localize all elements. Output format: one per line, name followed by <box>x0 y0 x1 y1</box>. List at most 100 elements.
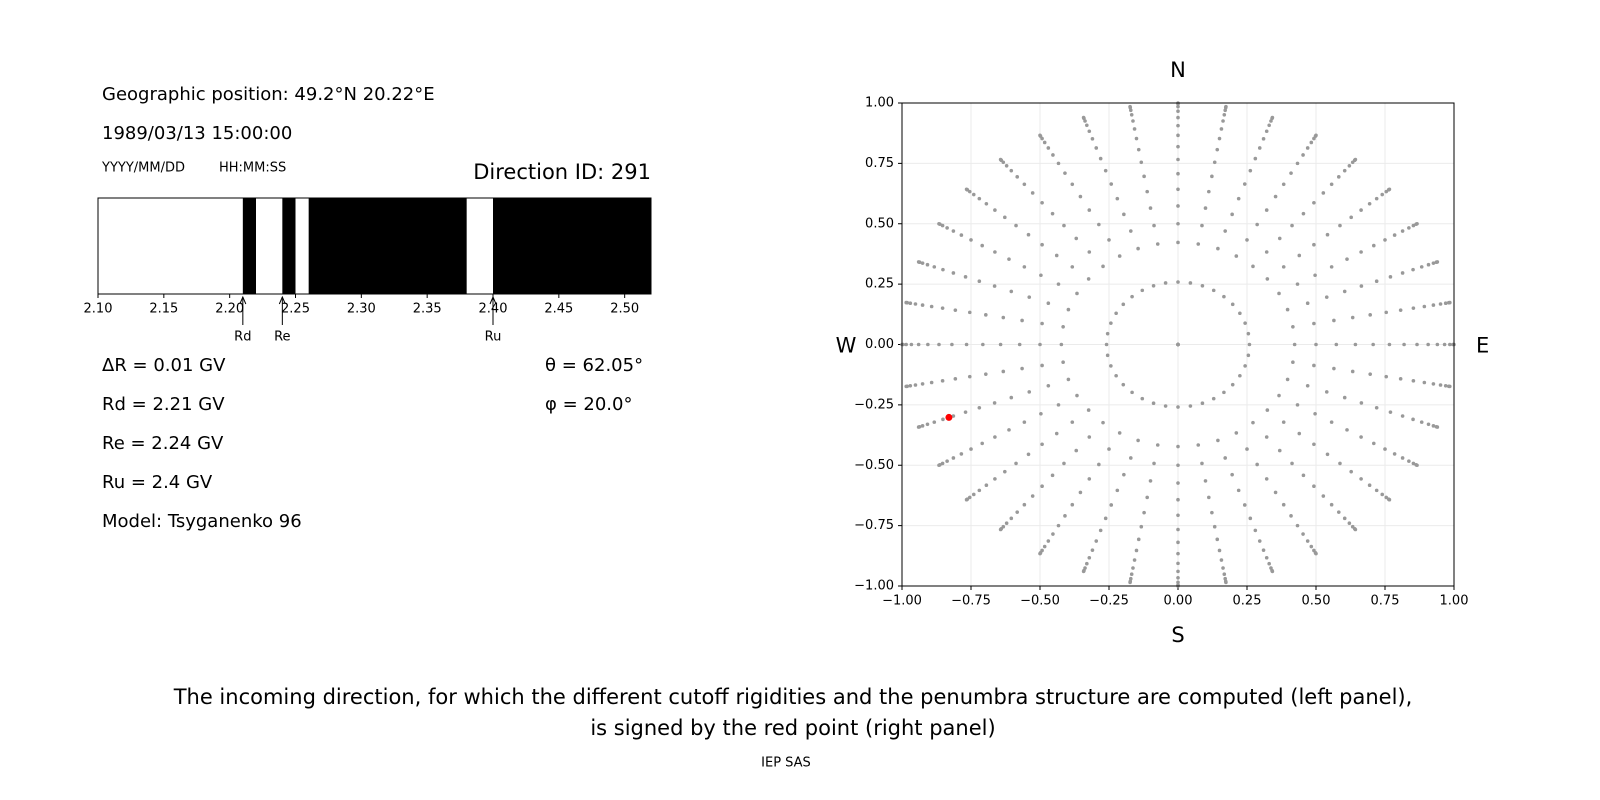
direction-point <box>1101 264 1105 269</box>
forbidden-band <box>282 198 296 294</box>
direction-point <box>977 488 982 493</box>
direction-point <box>940 306 945 310</box>
direction-point <box>1374 488 1379 493</box>
direction-point <box>1211 396 1216 401</box>
direction-point <box>1222 572 1227 577</box>
x-tick-label: 2.15 <box>149 302 178 317</box>
direction-point <box>1415 221 1419 226</box>
direction-point <box>1176 513 1180 518</box>
direction-point <box>1270 569 1275 574</box>
direction-point <box>963 275 968 279</box>
direction-point <box>1097 462 1101 467</box>
direction-point <box>1301 211 1306 216</box>
direction-point <box>1004 521 1009 525</box>
direction-point <box>1155 443 1160 447</box>
plot-frame <box>901 102 1455 587</box>
direction-point <box>945 459 949 463</box>
direction-point <box>1270 115 1275 120</box>
direction-point <box>1431 303 1436 307</box>
direction-point <box>929 304 934 309</box>
direction-point <box>1176 569 1180 574</box>
direction-point <box>1203 206 1208 210</box>
direction-point <box>1398 308 1403 312</box>
direction-point <box>1176 481 1180 485</box>
direction-point <box>1342 289 1347 294</box>
direction-point <box>1329 182 1334 187</box>
direction-point <box>1114 373 1118 378</box>
direction-point <box>1104 342 1109 347</box>
direction-point <box>951 271 956 275</box>
direction-point <box>1342 516 1347 521</box>
direction-point <box>967 374 972 379</box>
y-tick-label: −0.25 <box>854 397 894 412</box>
direction-point <box>1438 302 1443 306</box>
direction-point <box>1448 342 1452 347</box>
direction-point <box>1022 182 1027 187</box>
direction-point <box>1314 551 1318 556</box>
direction-point <box>1400 456 1405 460</box>
direction-point <box>1063 514 1067 518</box>
direction-point <box>1109 364 1113 368</box>
direction-point <box>913 302 918 306</box>
direction-point <box>1230 382 1235 387</box>
direction-point <box>1411 306 1416 310</box>
direction-point <box>1419 420 1424 424</box>
direction-point <box>1097 222 1101 227</box>
direction-point <box>1277 236 1282 241</box>
direction-point <box>1267 123 1271 128</box>
direction-point <box>909 342 914 347</box>
direction-point <box>1314 133 1318 138</box>
direction-point <box>1163 404 1168 408</box>
direction-point <box>1087 129 1092 134</box>
direction-point <box>1285 307 1290 312</box>
direction-point <box>1026 232 1031 237</box>
direction-point <box>1176 551 1180 556</box>
direction-point <box>1200 223 1204 228</box>
direction-point <box>1383 238 1387 242</box>
direction-point <box>1345 257 1349 261</box>
direction-point <box>1001 315 1006 320</box>
direction-point <box>1081 569 1086 574</box>
direction-point <box>1289 171 1293 175</box>
direction-point <box>1001 369 1006 374</box>
direction-point <box>1329 502 1334 507</box>
direction-point <box>1253 528 1258 533</box>
direction-point <box>1098 156 1103 161</box>
direction-point <box>1415 342 1419 347</box>
direction-point <box>1291 324 1295 329</box>
direction-point <box>971 192 976 197</box>
direction-point <box>1040 363 1044 368</box>
direction-point <box>1070 265 1075 269</box>
direction-point <box>1309 140 1314 145</box>
direction-point <box>1243 364 1247 368</box>
direction-point <box>1224 580 1228 585</box>
direction-point <box>992 284 997 288</box>
direction-point <box>1264 477 1269 481</box>
direction-point <box>1176 221 1180 226</box>
y-tick-label: −1.00 <box>854 579 894 594</box>
direction-point <box>1210 174 1214 179</box>
direction-point <box>1114 311 1118 316</box>
direction-point <box>1085 561 1089 566</box>
direction-point <box>1251 420 1255 425</box>
direction-point <box>971 492 976 497</box>
direction-point <box>1255 462 1259 467</box>
direction-point <box>1342 395 1347 400</box>
direction-point <box>1248 516 1253 521</box>
direction-point <box>1176 144 1180 149</box>
direction-point <box>1400 271 1405 275</box>
direction-point <box>1140 288 1145 293</box>
caption-line: The incoming direction, for which the di… <box>173 685 1413 709</box>
direction-point <box>1176 540 1180 545</box>
direction-point <box>1022 420 1027 424</box>
direction-point <box>1087 555 1092 560</box>
direction-point <box>1009 395 1014 400</box>
direction-point <box>1085 123 1089 128</box>
direction-point <box>1210 510 1214 515</box>
marker-arrowhead <box>278 295 286 305</box>
marker-label: Rd <box>234 330 251 345</box>
direction-point <box>1384 310 1389 315</box>
angle-line: φ = 20.0° <box>545 394 632 415</box>
direction-point <box>1054 431 1059 436</box>
